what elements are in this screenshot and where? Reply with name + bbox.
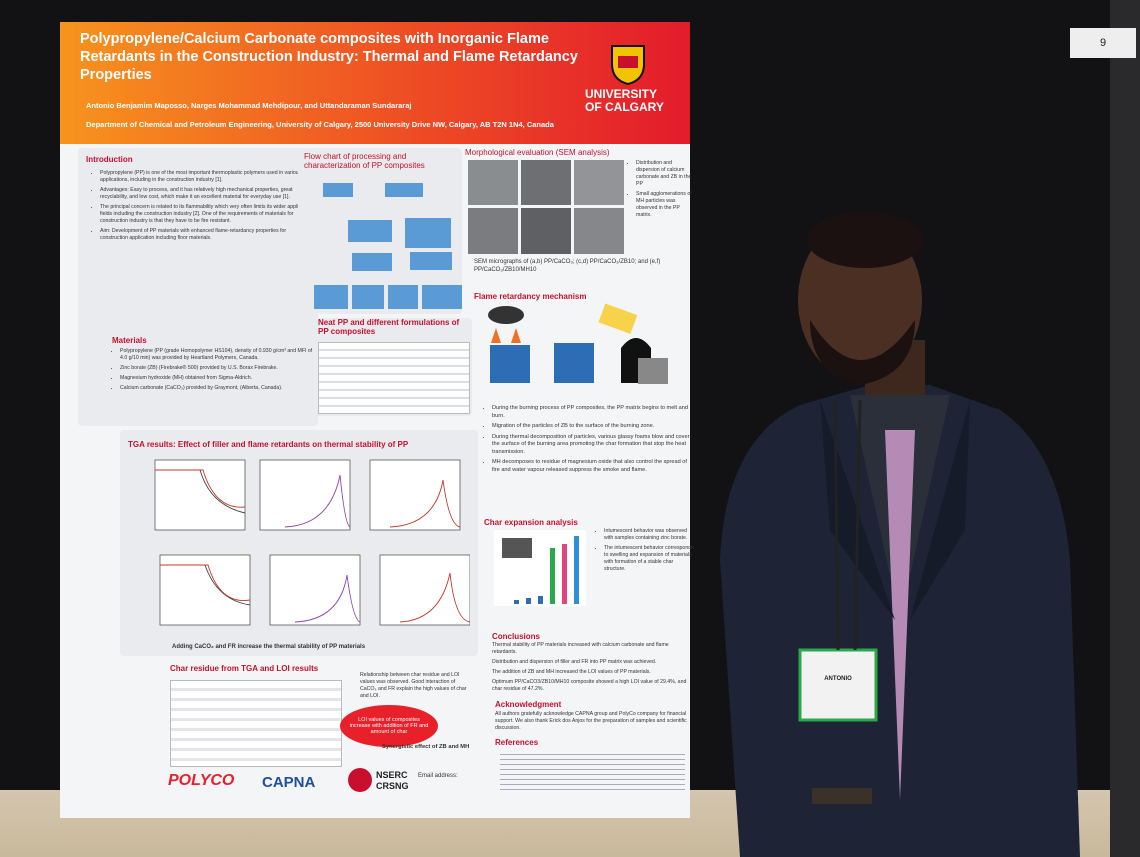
section-heading: Morphological evaluation (SEM analysis) <box>465 148 610 157</box>
sem-caption: SEM micrographs of (a,b) PP/CaCO₃; (c,d)… <box>474 259 661 274</box>
university-name: UNIVERSITY OF CALGARY <box>585 87 664 115</box>
bullet: Polypropylene (PP (grade Homopolymer HS1… <box>120 348 320 362</box>
char-expansion-notes: Intumescent behavior was observed with s… <box>596 528 694 576</box>
board-number-sign: 9 <box>1070 28 1136 58</box>
section-heading: Flame retardancy mechanism <box>474 292 587 301</box>
flow-box <box>352 285 384 309</box>
bullet: Optimum PP/CaCO3/ZB10/MH10 composite sho… <box>492 679 687 693</box>
conclusion-bullets: Thermal stability of PP materials increa… <box>492 642 687 696</box>
university-crest <box>611 45 645 86</box>
bullet: Thermal stability of PP materials increa… <box>492 642 669 656</box>
bullet: Small agglomerations of MH particles was… <box>636 191 692 219</box>
materials-list: Polypropylene (PP (grade Homopolymer HS1… <box>112 348 320 395</box>
bullet: Zinc borate (ZB) (Firebrake® 500) provid… <box>120 365 320 372</box>
bullet: Migration of the particles of ZB to the … <box>492 423 692 431</box>
logo-nserc: NSERC <box>376 770 408 780</box>
bullet: The principal concern is related to its … <box>100 204 315 225</box>
flow-box <box>388 285 418 309</box>
section-heading: Char residue from TGA and LOI results <box>170 664 319 673</box>
section-heading: Acknowledgment <box>495 700 562 709</box>
flow-box <box>385 183 423 197</box>
bullet: Polypropylene (PP) is one of the most im… <box>100 170 315 184</box>
bullet: Intumescent behavior was observed with s… <box>604 528 694 542</box>
bullet: Magnesium hydroxide (MH) obtained from S… <box>120 375 320 382</box>
bullet: Aim: Development of PP materials with en… <box>100 228 315 242</box>
flow-box <box>348 220 392 242</box>
intro-panel <box>78 148 318 426</box>
synergy-note: Synergistic effect of ZB and MH <box>382 744 470 750</box>
sem-notes: Distribution and dispersion of calcium c… <box>628 160 692 222</box>
bullet: Distribution and dispersion of filler an… <box>492 659 657 666</box>
bullet: Advantages: Easy to process, and it has … <box>100 187 315 201</box>
logo-capna: CAPNA <box>262 774 316 791</box>
poster-affiliation: Department of Chemical and Petroleum Eng… <box>86 120 554 129</box>
char-expansion-chart <box>494 530 586 606</box>
char-residue-table <box>170 680 342 767</box>
formulation-table <box>318 342 470 414</box>
poster-authors: Antonio Benjamim Maposso, Narges Mohamma… <box>86 101 412 110</box>
section-heading: References <box>495 738 539 747</box>
char-residue-note: Relationship between char residue and LO… <box>360 672 467 700</box>
poster-title: Polypropylene/Calcium Carbonate composit… <box>80 31 578 84</box>
poster-header <box>60 22 690 144</box>
section-heading: Introduction <box>86 155 133 164</box>
flow-box <box>323 183 353 197</box>
intro-bullets: Polypropylene (PP) is one of the most im… <box>92 170 315 245</box>
flow-box <box>405 218 451 248</box>
flow-box <box>422 285 462 309</box>
bullet: During thermal decomposition of particle… <box>492 434 692 457</box>
references-text <box>500 750 685 794</box>
tga-charts <box>154 459 470 626</box>
logo-crsng: CRSNG <box>376 781 409 791</box>
acknowledgment-text: All authors gratefully acknowledge CAPNA… <box>495 711 687 732</box>
loi-highlight: LOI values of composites increase with a… <box>340 705 438 747</box>
section-heading: Materials <box>112 336 147 345</box>
logo-polyco: POLYCO <box>168 772 235 789</box>
section-heading: Char expansion analysis <box>484 518 578 527</box>
mechanism-bullets: During the burning process of PP composi… <box>484 405 692 477</box>
presenter <box>720 212 1080 857</box>
bullet: Distribution and dispersion of calcium c… <box>636 160 692 188</box>
bullet: Calcium carbonate (CaCO₃) provided by Gr… <box>120 385 320 392</box>
flow-box <box>314 285 348 309</box>
bullet: The intumescent behavior corresponds to … <box>604 545 694 573</box>
badge-name: ANTONIO <box>824 676 852 682</box>
section-heading: Flow chart of processing and characteriz… <box>304 152 425 170</box>
flow-box <box>410 252 452 270</box>
bullet: The addition of ZB and MH increased the … <box>492 669 651 676</box>
flow-box <box>352 253 392 271</box>
logo-nserc-mark <box>348 768 372 792</box>
bullet: During the burning process of PP composi… <box>492 405 692 420</box>
tga-note: Adding CaCO₃ and FR increase the thermal… <box>172 644 366 650</box>
board-edge <box>1110 0 1140 857</box>
sem-grid <box>468 160 624 254</box>
email-label: Email address: <box>418 773 458 779</box>
bullet: MH decomposes to residue of magnesium ox… <box>492 459 692 474</box>
section-heading: TGA results: Effect of filler and flame … <box>128 440 409 449</box>
mechanism-diagram <box>488 303 668 384</box>
section-heading: Neat PP and different formulations of PP… <box>318 318 460 336</box>
section-heading: Conclusions <box>492 632 541 641</box>
